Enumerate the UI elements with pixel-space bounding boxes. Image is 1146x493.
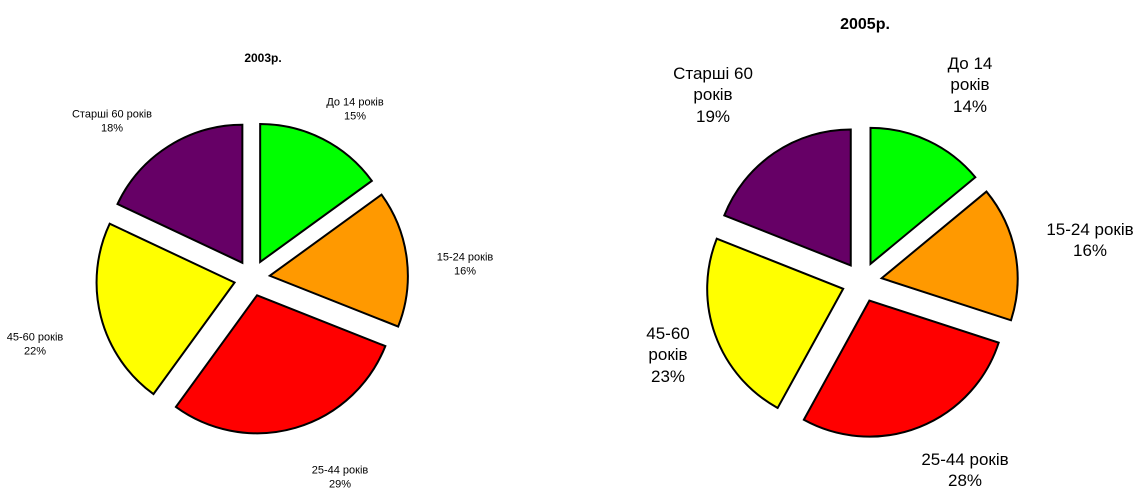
- category-label: 15-24 років: [436, 251, 494, 264]
- value-label: 18%: [100, 122, 124, 134]
- value-label: 15%: [343, 110, 367, 122]
- slice-label: Старші 60 років 18%: [47, 108, 177, 136]
- value-label: 22%: [23, 345, 47, 357]
- category-label: До 14 років: [947, 54, 993, 95]
- pie-slice: [259, 122, 374, 264]
- pie-slice: [723, 128, 852, 267]
- category-label: 25-44 років: [311, 464, 369, 477]
- slice-label: 25-44 років 29%: [275, 464, 405, 492]
- category-label: До 14 років: [326, 96, 384, 109]
- value-label: 29%: [328, 478, 352, 490]
- value-label: 19%: [695, 106, 731, 126]
- pie-slice: [802, 299, 1000, 438]
- slice-label: 45-60 років 22%: [0, 331, 75, 359]
- value-label: 16%: [453, 265, 477, 277]
- value-label: 28%: [947, 471, 983, 490]
- category-label: 45-60 років: [646, 324, 690, 365]
- value-label: 14%: [952, 96, 988, 116]
- slice-label: 15-24 років 16%: [1020, 219, 1146, 262]
- pie-slice: [869, 126, 977, 267]
- slice-label: До 14 років 15%: [290, 96, 420, 124]
- category-label: 15-24 років: [1046, 219, 1134, 239]
- slice-label: 15-24 років 16%: [400, 251, 530, 279]
- category-label: 25-44 років: [921, 449, 1009, 469]
- value-label: 16%: [1072, 241, 1108, 260]
- pie-slice: [706, 237, 845, 410]
- category-label: 45-60 років: [6, 331, 64, 344]
- pie-slice: [267, 193, 409, 328]
- pie-slice: [116, 123, 244, 265]
- category-label: Старші 60 років: [71, 108, 153, 121]
- pie-slice: [174, 294, 387, 435]
- value-label: 23%: [650, 366, 686, 386]
- slice-label: До 14 років 14%: [935, 53, 1005, 117]
- slice-label: 25-44 років 28%: [890, 449, 1040, 492]
- pie-slice: [879, 190, 1019, 322]
- slice-label: 45-60 років 23%: [638, 323, 698, 387]
- chart-title: 2003р.: [244, 51, 282, 65]
- category-label: Старші 60 років: [673, 64, 753, 105]
- pie-slice: [95, 222, 237, 396]
- chart-title: 2005р.: [840, 16, 890, 33]
- slice-label: Старші 60 років 19%: [658, 63, 768, 127]
